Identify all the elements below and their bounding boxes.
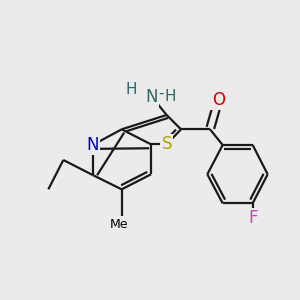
Text: H: H — [126, 82, 137, 97]
Text: S: S — [161, 135, 172, 153]
Text: O: O — [212, 91, 225, 109]
Text: F: F — [248, 209, 257, 227]
Text: H: H — [164, 89, 176, 104]
Text: N: N — [146, 88, 158, 106]
Text: -: - — [158, 86, 164, 101]
Text: Me: Me — [110, 218, 128, 232]
Text: N: N — [86, 136, 99, 154]
